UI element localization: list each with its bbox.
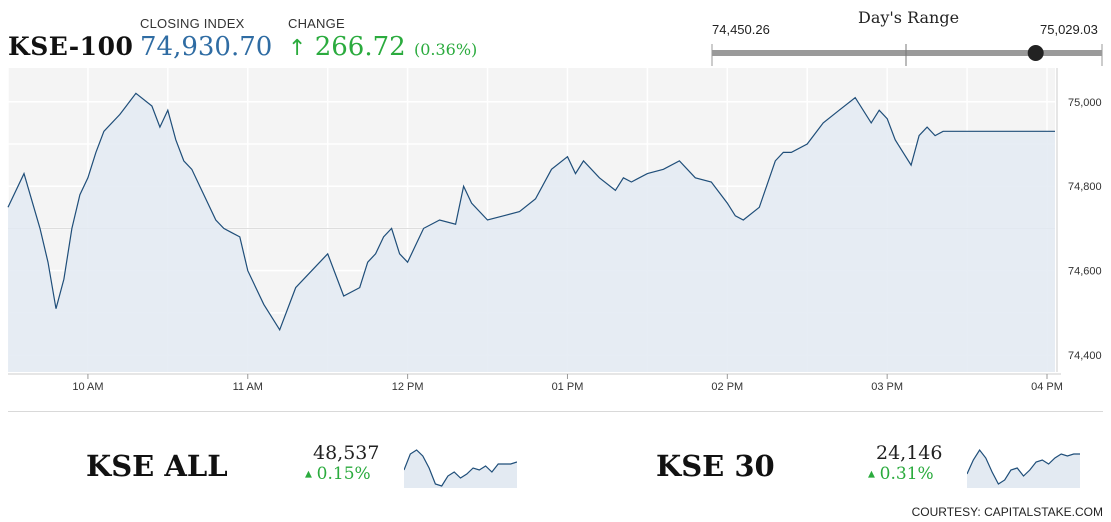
kse-30-sparkline <box>967 448 1080 488</box>
index-name: KSE-100 <box>8 32 134 61</box>
kse-all-change-value: 0.15% <box>316 464 371 484</box>
arrow-up-icon: ↑ <box>288 36 307 61</box>
y-tick-label: 75,000 <box>1068 97 1102 109</box>
x-tick-label: 11 AM <box>233 381 263 393</box>
days-range-high: 75,029.03 <box>1040 22 1098 37</box>
series-line <box>7 92 1055 332</box>
kse-30-change: ▲ 0.31% <box>868 464 934 484</box>
kse-30-name: KSE 30 <box>656 449 775 483</box>
x-tick-label: 10 AM <box>72 381 103 393</box>
kse-all-value: 48,537 <box>313 442 380 464</box>
sparkline-area <box>404 450 517 488</box>
courtesy-credit: COURTESY: CAPITALSTAKE.COM <box>911 505 1103 519</box>
sparkline-line <box>404 449 517 487</box>
y-tick-label: 74,800 <box>1068 181 1102 193</box>
closing-index-label: CLOSING INDEX <box>140 16 245 31</box>
change-percent: (0.36%) <box>413 40 478 59</box>
intraday-chart: 75,000 74,800 74,600 74,400 10 AM 11 AM 12 PM 0… <box>7 68 1102 393</box>
days-range-low: 74,450.26 <box>712 22 770 37</box>
closing-index-value: 74,930.70 <box>140 32 273 62</box>
change-block: ↑ 266.72 (0.36%) <box>288 32 477 62</box>
days-range-slider <box>711 44 1103 66</box>
change-label: CHANGE <box>288 16 345 31</box>
days-range-marker <box>1027 45 1044 61</box>
y-tick-label: 74,600 <box>1068 266 1102 278</box>
y-tick-label: 74,400 <box>1068 350 1102 362</box>
kse-all-name: KSE ALL <box>86 449 228 483</box>
x-tick-label: 01 PM <box>552 381 584 393</box>
x-tick-label: 12 PM <box>392 381 424 393</box>
x-tick-label: 04 PM <box>1031 381 1063 393</box>
kse-all-change: ▲ 0.15% <box>305 464 371 484</box>
days-range-title: Day's Range <box>858 8 960 27</box>
section-divider <box>8 411 1103 412</box>
triangle-up-icon: ▲ <box>305 469 312 480</box>
x-tick-label: 03 PM <box>871 381 903 393</box>
x-tick-label: 02 PM <box>711 381 743 393</box>
kse-30-change-value: 0.31% <box>879 464 934 484</box>
series-area <box>8 93 1055 373</box>
triangle-up-icon: ▲ <box>868 469 875 480</box>
change-value: 266.72 <box>314 32 406 62</box>
kse-30-value: 24,146 <box>876 442 943 464</box>
kse-all-sparkline <box>404 449 517 488</box>
sparkline-line <box>967 448 1080 485</box>
